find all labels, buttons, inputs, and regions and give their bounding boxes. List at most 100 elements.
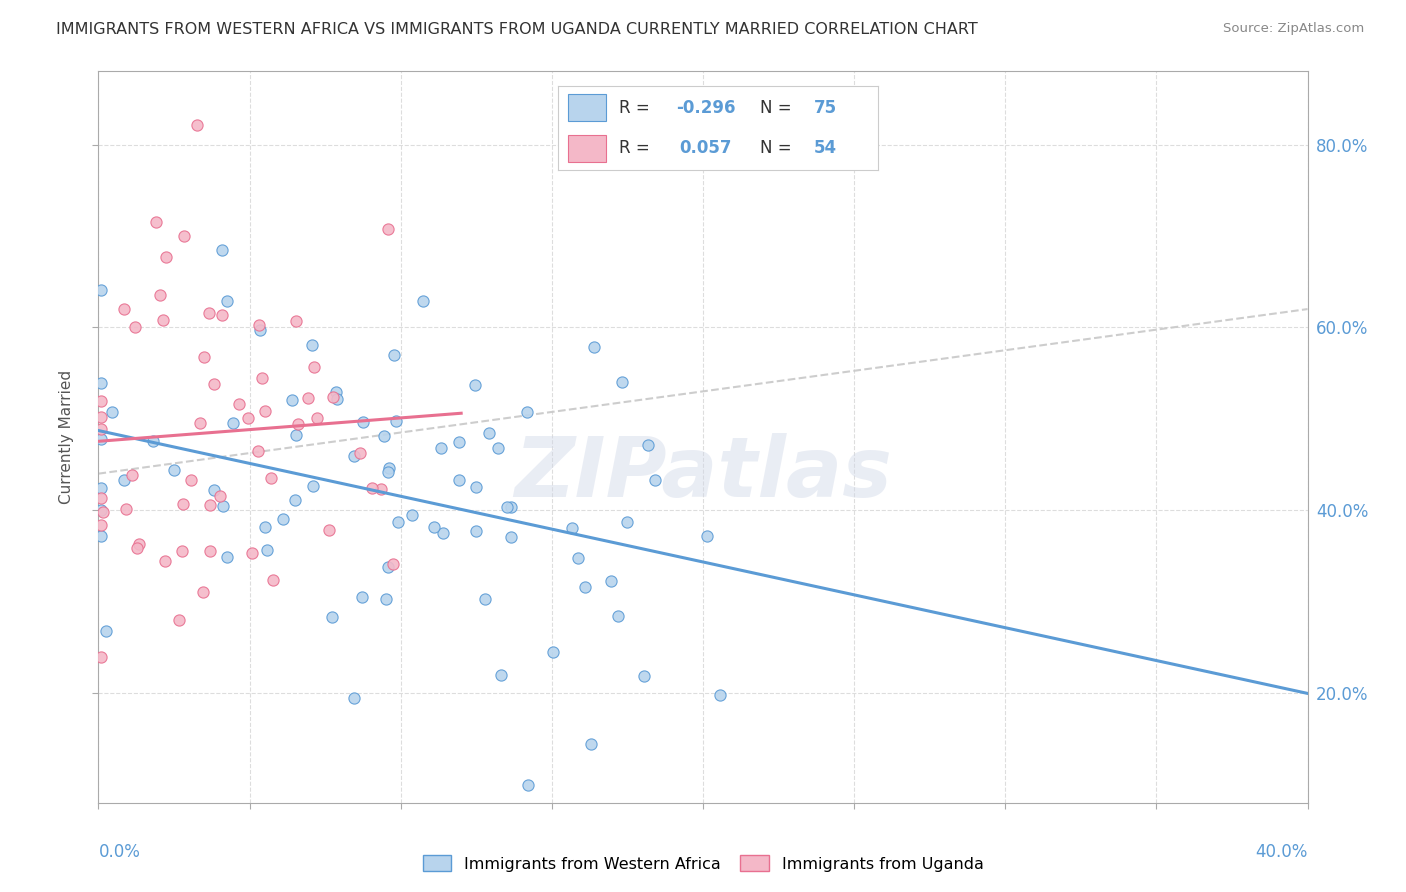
Point xyxy=(90,517,112,532)
Point xyxy=(582,340,605,354)
Point xyxy=(253,520,276,534)
Point xyxy=(465,524,488,539)
Point xyxy=(246,444,269,458)
Point xyxy=(412,294,434,309)
Point xyxy=(94,624,117,639)
Point xyxy=(169,613,191,627)
Point xyxy=(489,667,512,681)
Point xyxy=(180,473,202,487)
Point xyxy=(350,591,373,605)
Point xyxy=(125,541,148,555)
Point xyxy=(90,433,112,447)
Point xyxy=(101,405,124,419)
Point xyxy=(447,473,470,487)
Point xyxy=(90,422,112,436)
Point xyxy=(128,537,150,551)
Point xyxy=(616,515,638,529)
Point xyxy=(191,585,214,599)
Point xyxy=(644,473,666,487)
Point xyxy=(709,688,731,702)
Point xyxy=(262,573,284,587)
Point xyxy=(121,467,143,482)
Point xyxy=(155,554,177,568)
Point xyxy=(152,313,174,327)
Point xyxy=(173,228,195,243)
Point xyxy=(202,483,225,497)
Point xyxy=(318,523,340,537)
Point xyxy=(172,497,194,511)
Point xyxy=(381,558,404,572)
Point xyxy=(281,392,304,407)
Point xyxy=(464,377,486,392)
Point xyxy=(599,574,621,588)
Point xyxy=(284,493,307,508)
Point xyxy=(474,591,496,606)
Point xyxy=(370,482,392,496)
Point xyxy=(271,512,294,526)
Text: 0.0%: 0.0% xyxy=(98,843,141,861)
Point xyxy=(302,359,325,374)
Point xyxy=(375,592,398,607)
Point xyxy=(285,314,308,328)
Text: Source: ZipAtlas.com: Source: ZipAtlas.com xyxy=(1223,22,1364,36)
Point xyxy=(382,348,405,362)
Point xyxy=(253,403,276,417)
Point xyxy=(172,544,194,558)
Point xyxy=(217,293,239,308)
Text: 40.0%: 40.0% xyxy=(1256,843,1308,861)
Point xyxy=(90,649,112,664)
Point xyxy=(377,465,399,479)
Point xyxy=(633,669,655,683)
Point xyxy=(124,319,146,334)
Point xyxy=(90,481,112,495)
Point xyxy=(501,500,523,515)
Point xyxy=(343,691,366,706)
Point xyxy=(516,405,538,419)
Point xyxy=(200,498,222,512)
Point xyxy=(90,491,112,506)
Y-axis label: Currently Married: Currently Married xyxy=(59,370,75,504)
Point xyxy=(501,531,523,545)
Point xyxy=(193,350,215,364)
Point xyxy=(432,526,454,541)
Point xyxy=(349,446,371,460)
Text: ZIPatlas: ZIPatlas xyxy=(515,434,891,514)
Point xyxy=(373,429,395,443)
Point xyxy=(637,438,659,452)
Point xyxy=(302,478,325,492)
Point xyxy=(579,737,602,751)
Point xyxy=(321,610,343,624)
Point xyxy=(574,580,596,594)
Point xyxy=(696,529,718,543)
Text: IMMIGRANTS FROM WESTERN AFRICA VS IMMIGRANTS FROM UGANDA CURRENTLY MARRIED CORRE: IMMIGRANTS FROM WESTERN AFRICA VS IMMIGR… xyxy=(56,22,979,37)
Point xyxy=(301,337,323,351)
Point xyxy=(465,479,488,493)
Point xyxy=(238,411,260,425)
Point xyxy=(188,416,211,430)
Point xyxy=(447,435,470,450)
Point xyxy=(211,308,233,322)
Point xyxy=(429,441,451,455)
Point xyxy=(162,463,184,477)
Point xyxy=(90,409,112,424)
Point xyxy=(90,503,112,517)
Point xyxy=(567,551,589,566)
Point xyxy=(217,549,239,564)
Legend: Immigrants from Western Africa, Immigrants from Uganda: Immigrants from Western Africa, Immigran… xyxy=(415,847,991,880)
Point xyxy=(256,543,278,558)
Point xyxy=(250,371,273,385)
Point xyxy=(90,529,112,543)
Point xyxy=(486,441,509,455)
Point xyxy=(202,376,225,391)
Point xyxy=(322,390,344,404)
Point xyxy=(496,500,519,515)
Point xyxy=(360,481,382,495)
Point xyxy=(478,425,501,440)
Point xyxy=(148,288,170,302)
Point xyxy=(297,391,319,405)
Point xyxy=(561,521,583,535)
Point xyxy=(343,449,366,463)
Point xyxy=(112,302,135,317)
Point xyxy=(249,318,271,333)
Point xyxy=(517,778,540,792)
